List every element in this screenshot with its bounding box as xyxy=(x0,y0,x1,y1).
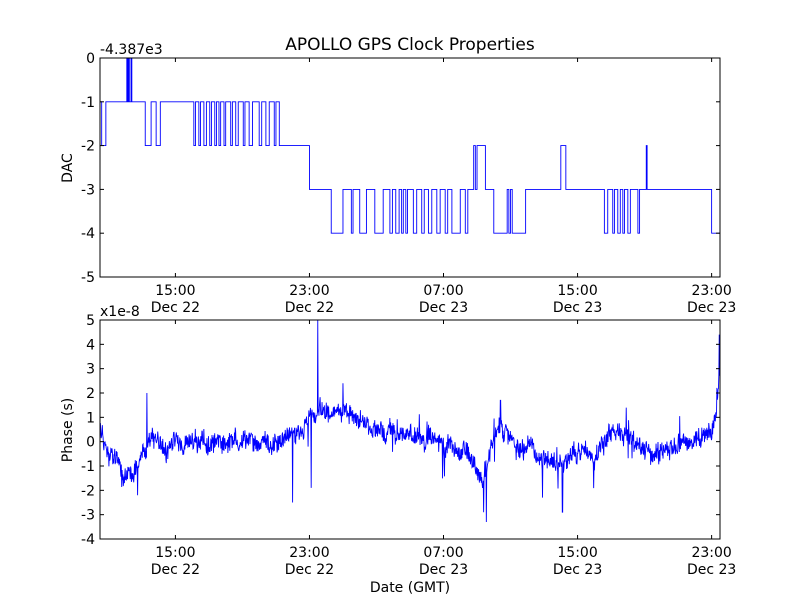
dac-x-tick-time-label: 23:00 xyxy=(289,283,329,299)
dac-series-line xyxy=(100,58,720,234)
phase-y-tick-label: 1 xyxy=(86,410,95,426)
phase-x-tick-time-label: 23:00 xyxy=(289,545,329,561)
dac-y-tick-label: 0 xyxy=(86,51,95,67)
dac-plot-frame xyxy=(99,57,721,278)
phase-y-axis-label: Phase (s) xyxy=(60,398,76,462)
dac-x-tick-time-label: 07:00 xyxy=(423,283,463,299)
dac-x-tick-date-label: Dec 23 xyxy=(687,300,736,316)
dac-y-axis-label: DAC xyxy=(60,153,76,183)
dac-x-tick-date-label: Dec 23 xyxy=(553,300,602,316)
phase-y-tick-label: 0 xyxy=(86,435,95,451)
dac-y-tick-label: -1 xyxy=(81,95,95,111)
dac-y-tick-label: -3 xyxy=(81,182,95,198)
phase-x-tick-date-label: Dec 22 xyxy=(285,562,334,578)
dac-x-tick-time-label: 15:00 xyxy=(155,283,195,299)
dac-x-tick-date-label: Dec 22 xyxy=(151,300,200,316)
phase-y-tick-label: -1 xyxy=(81,459,95,475)
phase-series-line xyxy=(100,320,720,522)
dac-y-tick-label: -4 xyxy=(81,226,95,242)
dac-x-tick-time-label: 15:00 xyxy=(557,283,597,299)
dac-x-tick-date-label: Dec 23 xyxy=(419,300,468,316)
phase-x-tick-date-label: Dec 23 xyxy=(553,562,602,578)
phase-x-tick-date-label: Dec 22 xyxy=(151,562,200,578)
dac-y-tick-label: -2 xyxy=(81,139,95,155)
phase-y-tick-label: -4 xyxy=(81,532,95,548)
phase-y-tick-label: 5 xyxy=(86,313,95,329)
phase-y-tick-label: 3 xyxy=(86,362,95,378)
phase-x-tick-time-label: 15:00 xyxy=(155,545,195,561)
phase-x-tick-date-label: Dec 23 xyxy=(419,562,468,578)
phase-y-tick-label: 2 xyxy=(86,386,95,402)
phase-y-tick-label: -3 xyxy=(81,508,95,524)
chart-title: APOLLO GPS Clock Properties xyxy=(285,35,535,55)
dac-x-tick-date-label: Dec 22 xyxy=(285,300,334,316)
phase-panel: x1e-8 Phase (s) Date (GMT) 5 4 3 2 1 0 -1 -2 -3 -… xyxy=(60,304,736,596)
phase-offset-label: x1e-8 xyxy=(100,304,140,320)
dac-x-tick-time-label: 23:00 xyxy=(691,283,731,299)
phase-x-tick-time-label: 23:00 xyxy=(691,545,731,561)
phase-x-tick-time-label: 15:00 xyxy=(557,545,597,561)
dac-offset-label: -4.387e3 xyxy=(100,42,163,58)
phase-x-tick-time-label: 07:00 xyxy=(423,545,463,561)
phase-x-axis-label: Date (GMT) xyxy=(370,580,450,596)
phase-plot-frame xyxy=(99,319,721,540)
phase-y-tick-label: -2 xyxy=(81,483,95,499)
phase-y-tick-label: 4 xyxy=(86,337,95,353)
dac-y-tick-label: -5 xyxy=(81,270,95,286)
phase-x-tick-date-label: Dec 23 xyxy=(687,562,736,578)
